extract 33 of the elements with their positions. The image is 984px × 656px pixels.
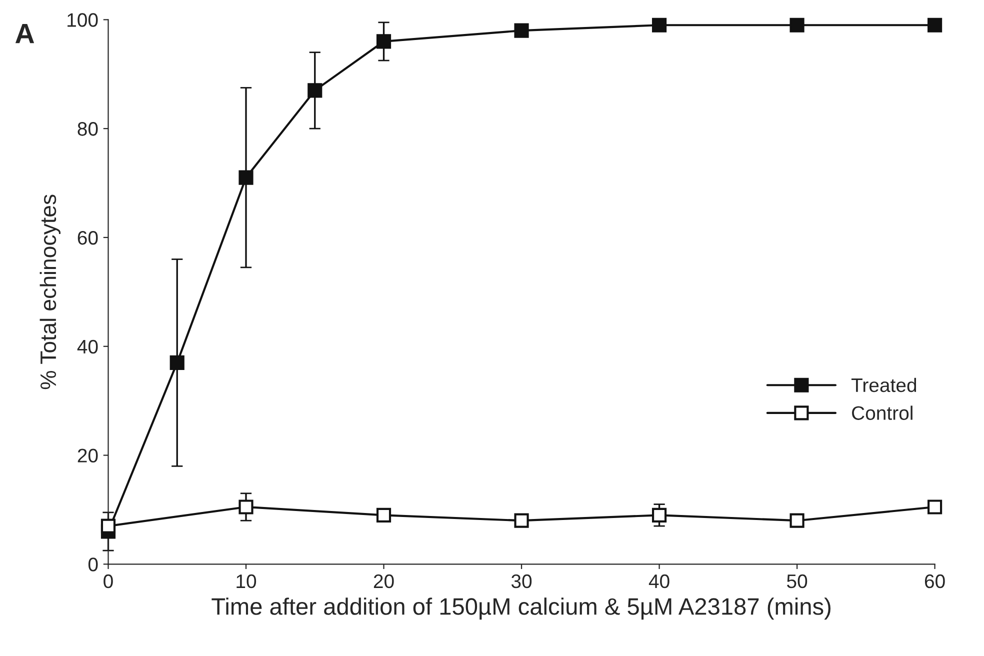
x-axis-title: Time after addition of 150µM calcium & 5µM A23187 (mins) <box>212 598 830 620</box>
point <box>790 513 804 528</box>
x-tick-label: 0 <box>104 574 113 588</box>
y-axis-title: % Total echinocytes <box>40 194 61 390</box>
x-tick-label: 30 <box>511 574 532 588</box>
y-tick-label: 0 <box>88 558 98 572</box>
x-tick-label: 20 <box>374 574 394 588</box>
point <box>376 34 392 49</box>
y-tick-label: 60 <box>78 230 98 245</box>
x-tick-label: 10 <box>236 574 256 588</box>
point <box>308 83 322 98</box>
legend-label: Treated <box>851 378 916 392</box>
point <box>238 500 254 514</box>
text: A <box>15 24 34 44</box>
point <box>790 18 804 32</box>
point <box>928 500 942 514</box>
x-tick-label: 50 <box>787 574 808 588</box>
point <box>652 18 667 32</box>
point <box>100 518 116 534</box>
y-tick-label: 40 <box>77 340 98 354</box>
point <box>928 18 942 32</box>
x-tick-label: 60 <box>924 574 945 588</box>
point <box>514 513 529 528</box>
point <box>376 508 392 522</box>
y-tick-label: 20 <box>78 448 98 462</box>
x-tick-label: 40 <box>648 574 670 588</box>
y-tick-label: 80 <box>78 122 98 136</box>
point <box>652 508 667 522</box>
legend-label: Control <box>852 406 912 420</box>
point <box>238 170 254 185</box>
point <box>170 355 184 370</box>
point <box>514 23 529 38</box>
y-tick-label: 100 <box>68 13 98 27</box>
